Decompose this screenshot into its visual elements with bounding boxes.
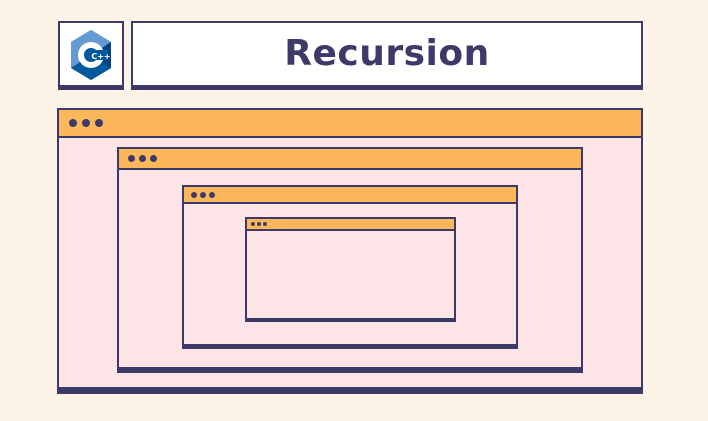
window-dot-icon <box>191 191 197 198</box>
window-dot-icon <box>263 222 267 226</box>
window-dot-icon <box>251 222 255 226</box>
window-title-bar <box>59 110 641 138</box>
window-title-bar <box>247 219 454 231</box>
window-dot-icon <box>69 119 77 127</box>
window-dot-icon <box>150 155 157 162</box>
window-dot-icon <box>209 191 215 198</box>
window-level-4 <box>245 217 456 322</box>
window-dot-icon <box>257 222 261 226</box>
window-dot-icon <box>128 155 135 162</box>
cpp-logo-text: C++ <box>91 52 110 61</box>
window-title-bar <box>119 149 581 170</box>
window-title-bar <box>184 187 516 204</box>
page-title: Recursion <box>284 32 490 74</box>
cpp-logo-icon: C++ <box>71 30 111 80</box>
window-dot-icon <box>82 119 90 127</box>
title-card: Recursion <box>131 21 643 90</box>
window-dot-icon <box>200 191 206 198</box>
window-dot-icon <box>95 119 103 127</box>
window-dot-icon <box>139 155 146 162</box>
logo-card: C++ <box>58 21 124 90</box>
